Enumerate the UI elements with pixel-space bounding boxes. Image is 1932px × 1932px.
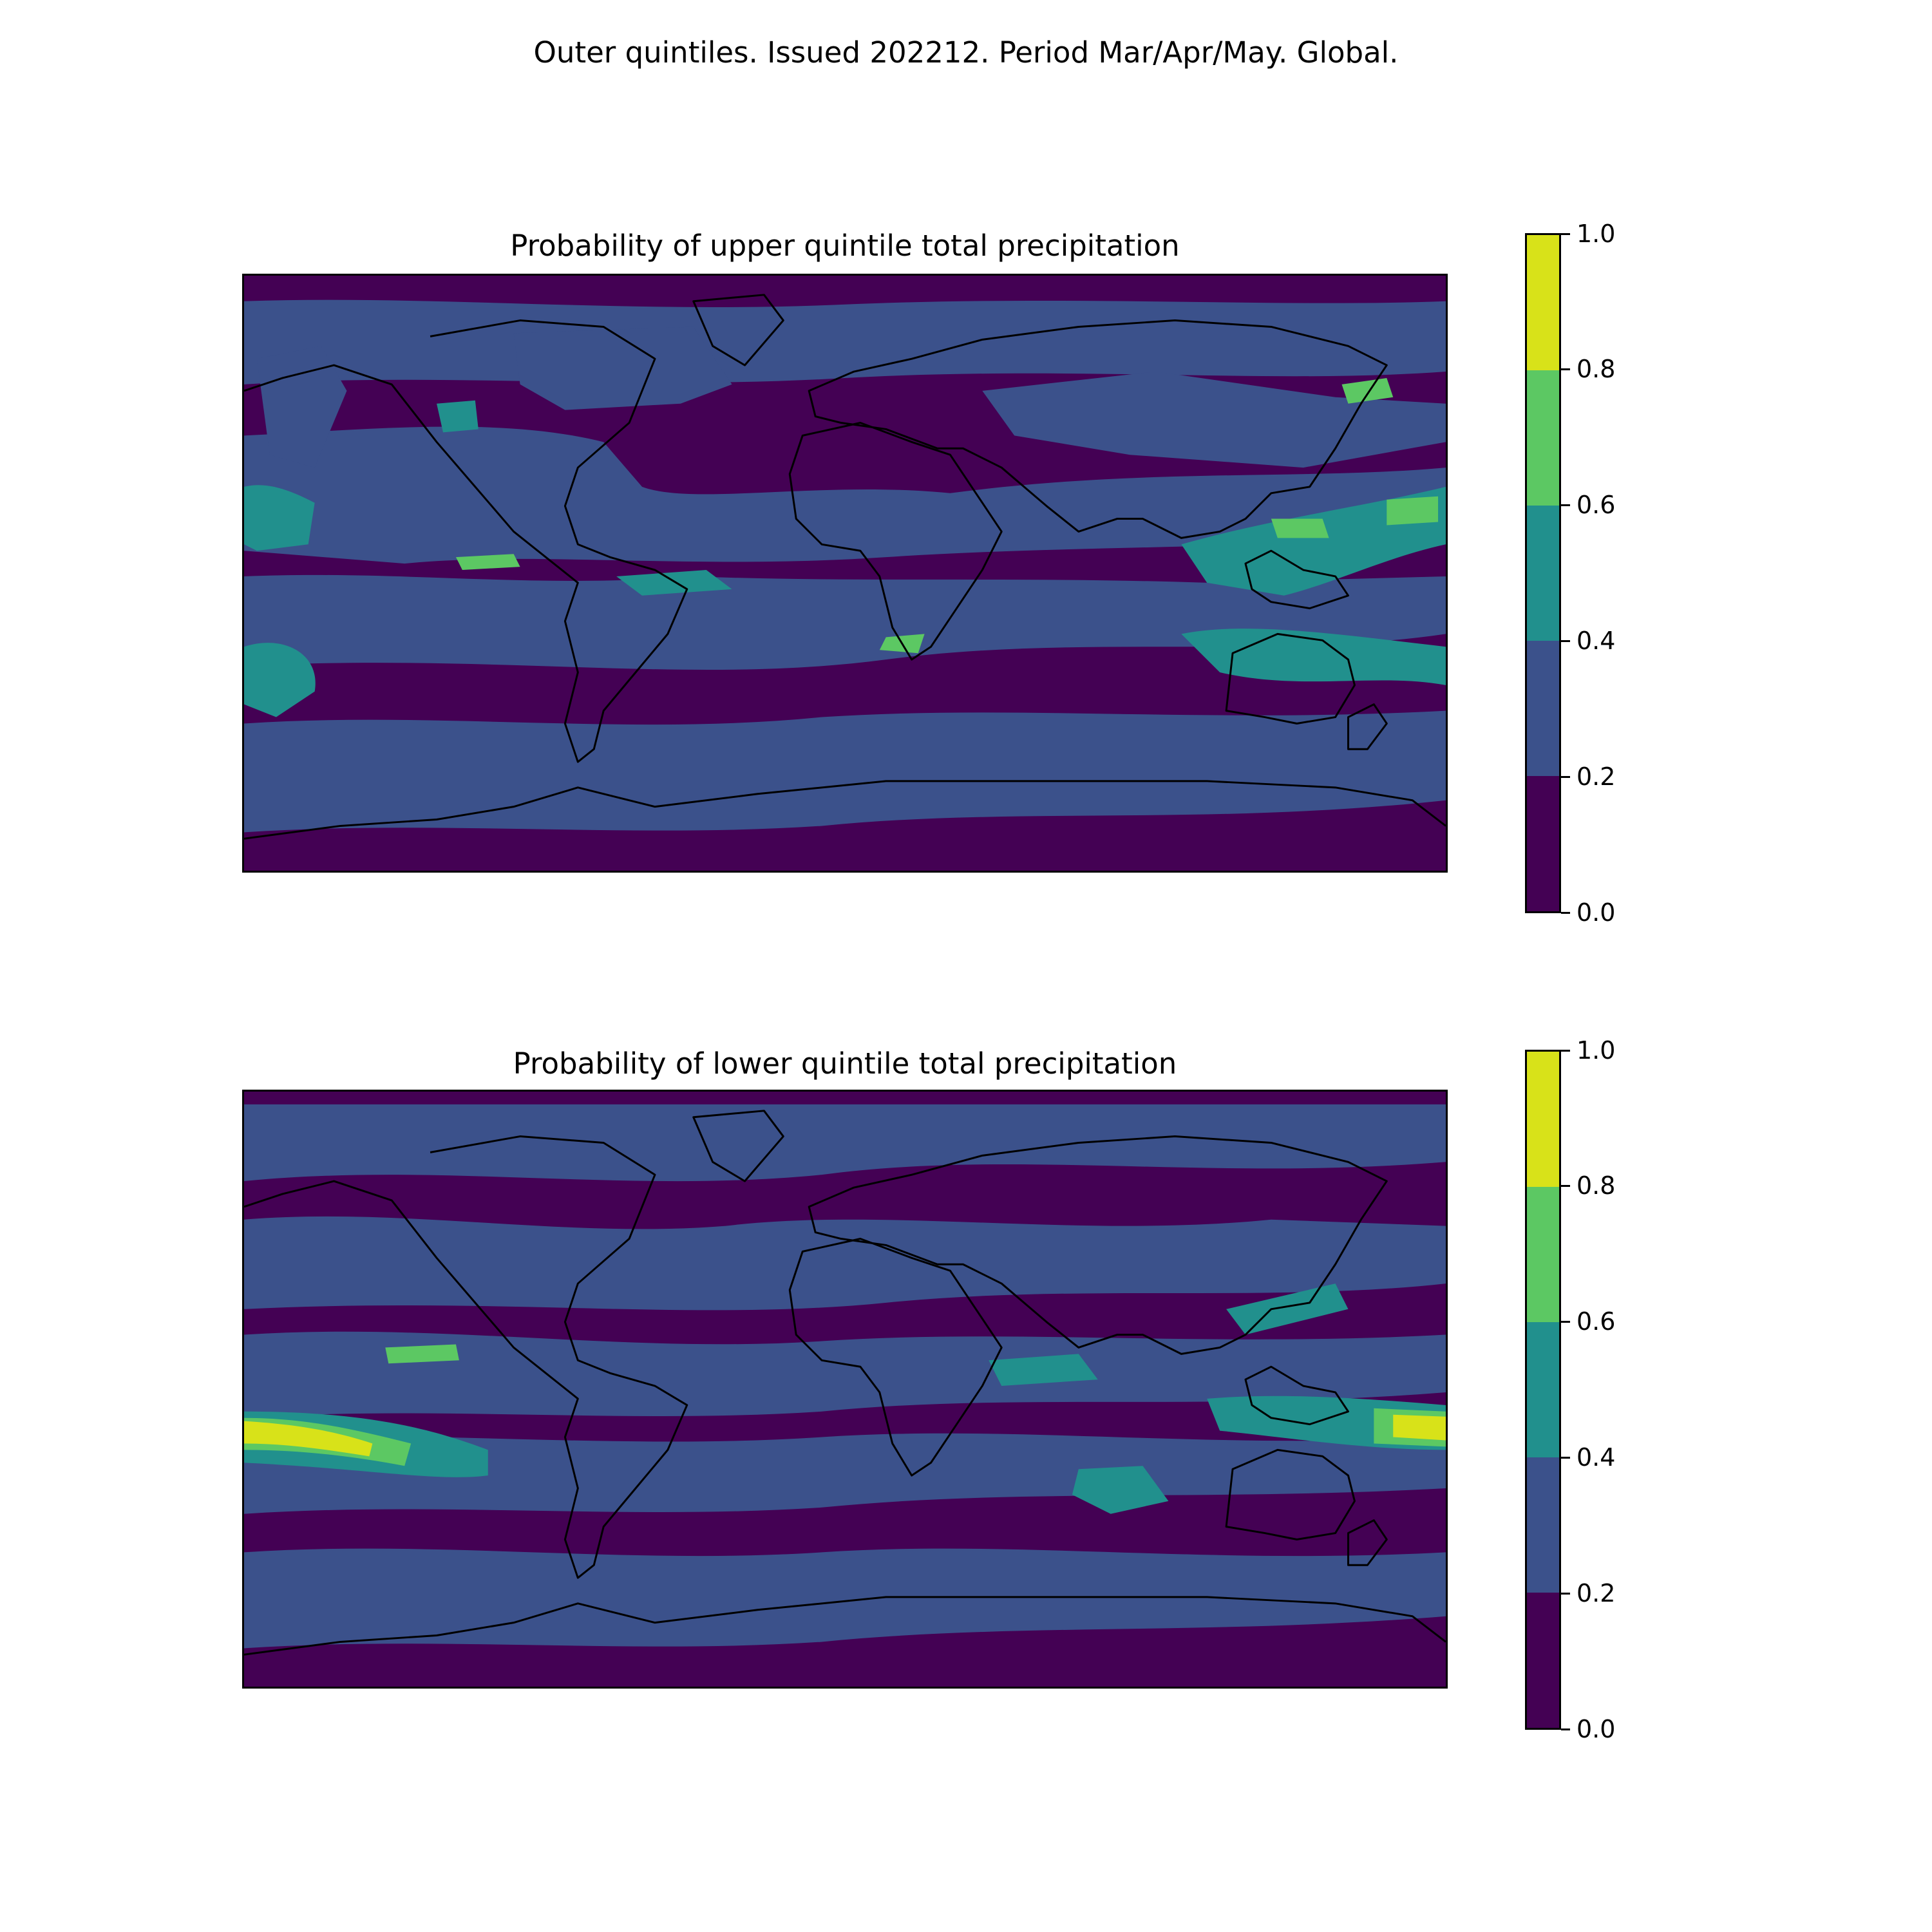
upper-colorbar-label: 0.8 [1577, 355, 1616, 383]
upper-colorbar-tick [1561, 368, 1570, 370]
colorbar-segment [1527, 1187, 1559, 1322]
upper-colorbar-label: 0.0 [1577, 898, 1616, 927]
lower-colorbar-tick [1561, 1321, 1570, 1323]
lower-quintile-map-svg [244, 1104, 1446, 1656]
lower-colorbar-tick [1561, 1457, 1570, 1459]
upper-quintile-map-svg [244, 294, 1446, 840]
lower-quintile-map [242, 1090, 1448, 1689]
upper-colorbar-tick [1561, 640, 1570, 642]
upper-colorbar [1525, 233, 1561, 913]
upper-colorbar-label: 0.4 [1577, 627, 1616, 655]
upper-colorbar-tick [1561, 912, 1570, 914]
upper-probability-field [244, 299, 1446, 833]
figure-title: Outer quintiles. Issued 202212. Period M… [533, 35, 1399, 70]
lower-colorbar-label: 0.0 [1577, 1715, 1616, 1743]
colorbar-segment [1527, 776, 1559, 911]
lower-panel-title: Probability of lower quintile total prec… [513, 1046, 1177, 1081]
colorbar-segment [1527, 1052, 1559, 1187]
lower-colorbar-tick [1561, 1185, 1570, 1187]
colorbar-segment [1527, 370, 1559, 506]
upper-panel-title: Probability of upper quintile total prec… [510, 229, 1180, 263]
lower-colorbar-label: 0.2 [1577, 1579, 1616, 1607]
upper-colorbar-label: 0.2 [1577, 762, 1616, 791]
colorbar-segment [1527, 1322, 1559, 1457]
lower-colorbar [1525, 1050, 1561, 1730]
lower-colorbar-label: 1.0 [1577, 1036, 1616, 1065]
upper-colorbar-tick [1561, 233, 1570, 235]
colorbar-segment [1527, 641, 1559, 776]
lower-colorbar-label: 0.6 [1577, 1307, 1616, 1336]
colorbar-segment [1527, 506, 1559, 641]
lower-colorbar-tick [1561, 1593, 1570, 1595]
coastlines [244, 1110, 1446, 1656]
upper-colorbar-tick [1561, 504, 1570, 506]
upper-colorbar-tick [1561, 776, 1570, 778]
lower-colorbar-tick [1561, 1050, 1570, 1052]
lower-colorbar-tick [1561, 1728, 1570, 1730]
colorbar-segment [1527, 1593, 1559, 1728]
coastlines [244, 294, 1446, 840]
upper-quintile-map [242, 274, 1448, 873]
lower-probability-field [244, 1104, 1446, 1649]
colorbar-segment [1527, 235, 1559, 370]
lower-colorbar-label: 0.8 [1577, 1171, 1616, 1200]
upper-colorbar-label: 0.6 [1577, 491, 1616, 519]
upper-colorbar-label: 1.0 [1577, 220, 1616, 248]
lower-colorbar-label: 0.4 [1577, 1443, 1616, 1472]
colorbar-segment [1527, 1457, 1559, 1593]
